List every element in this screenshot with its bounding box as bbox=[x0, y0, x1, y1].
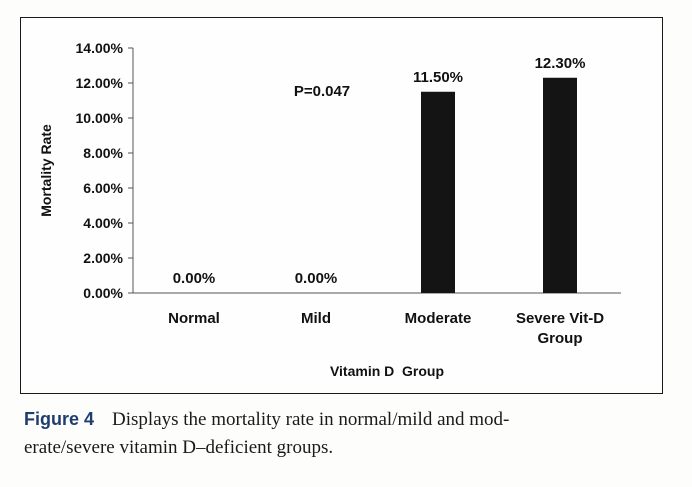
chart-frame: 0.00% 2.00% 4.00% 6.00% 8.00% 10.00% 12.00% 14.… bbox=[20, 17, 663, 394]
y-tick-label: 2.00% bbox=[83, 250, 123, 266]
data-label: 0.00% bbox=[295, 270, 338, 287]
x-axis-title: Vitamin D Group bbox=[330, 363, 444, 379]
figure-label: Figure 4 bbox=[24, 409, 95, 429]
y-axis-title: Mortality Rate bbox=[38, 124, 54, 217]
category-label: Group bbox=[538, 330, 583, 347]
category-label: Normal bbox=[168, 310, 220, 327]
caption-text-line-2: erate/severe vitamin D–deficient groups. bbox=[24, 437, 334, 458]
data-label: 0.00% bbox=[173, 270, 216, 287]
data-labels-group: 0.00% 0.00% 11.50% 12.30% bbox=[173, 55, 586, 287]
y-tick-label: 6.00% bbox=[83, 180, 123, 196]
caption-text-line-1: Displays the mortality rate in normal/mi… bbox=[112, 409, 510, 430]
p-value-annotation: P=0.047 bbox=[294, 83, 350, 100]
y-tick-label: 10.00% bbox=[76, 110, 124, 126]
data-label: 11.50% bbox=[413, 69, 463, 86]
category-labels-group: Normal Mild Moderate Severe Vit-D Group bbox=[168, 310, 604, 347]
y-tick-label: 14.00% bbox=[76, 40, 124, 56]
category-label: Severe Vit-D bbox=[516, 310, 604, 327]
y-tick-label: 4.00% bbox=[83, 215, 123, 231]
data-label: 12.30% bbox=[535, 55, 586, 72]
bar bbox=[421, 91, 455, 293]
y-tick-label: 8.00% bbox=[83, 145, 123, 161]
bar bbox=[543, 77, 577, 293]
bars-group bbox=[421, 77, 577, 293]
y-tick-label: 12.00% bbox=[76, 75, 124, 91]
figure-caption: Figure 4 Displays the mortality rate in n… bbox=[24, 405, 664, 462]
category-label: Mild bbox=[301, 310, 331, 327]
category-label: Moderate bbox=[405, 310, 472, 327]
y-axis-ticks: 0.00% 2.00% 4.00% 6.00% 8.00% 10.00% 12.00% 14.… bbox=[76, 40, 133, 301]
mortality-bar-chart: 0.00% 2.00% 4.00% 6.00% 8.00% 10.00% 12.00% 14.… bbox=[38, 40, 621, 379]
y-tick-label: 0.00% bbox=[83, 285, 123, 301]
